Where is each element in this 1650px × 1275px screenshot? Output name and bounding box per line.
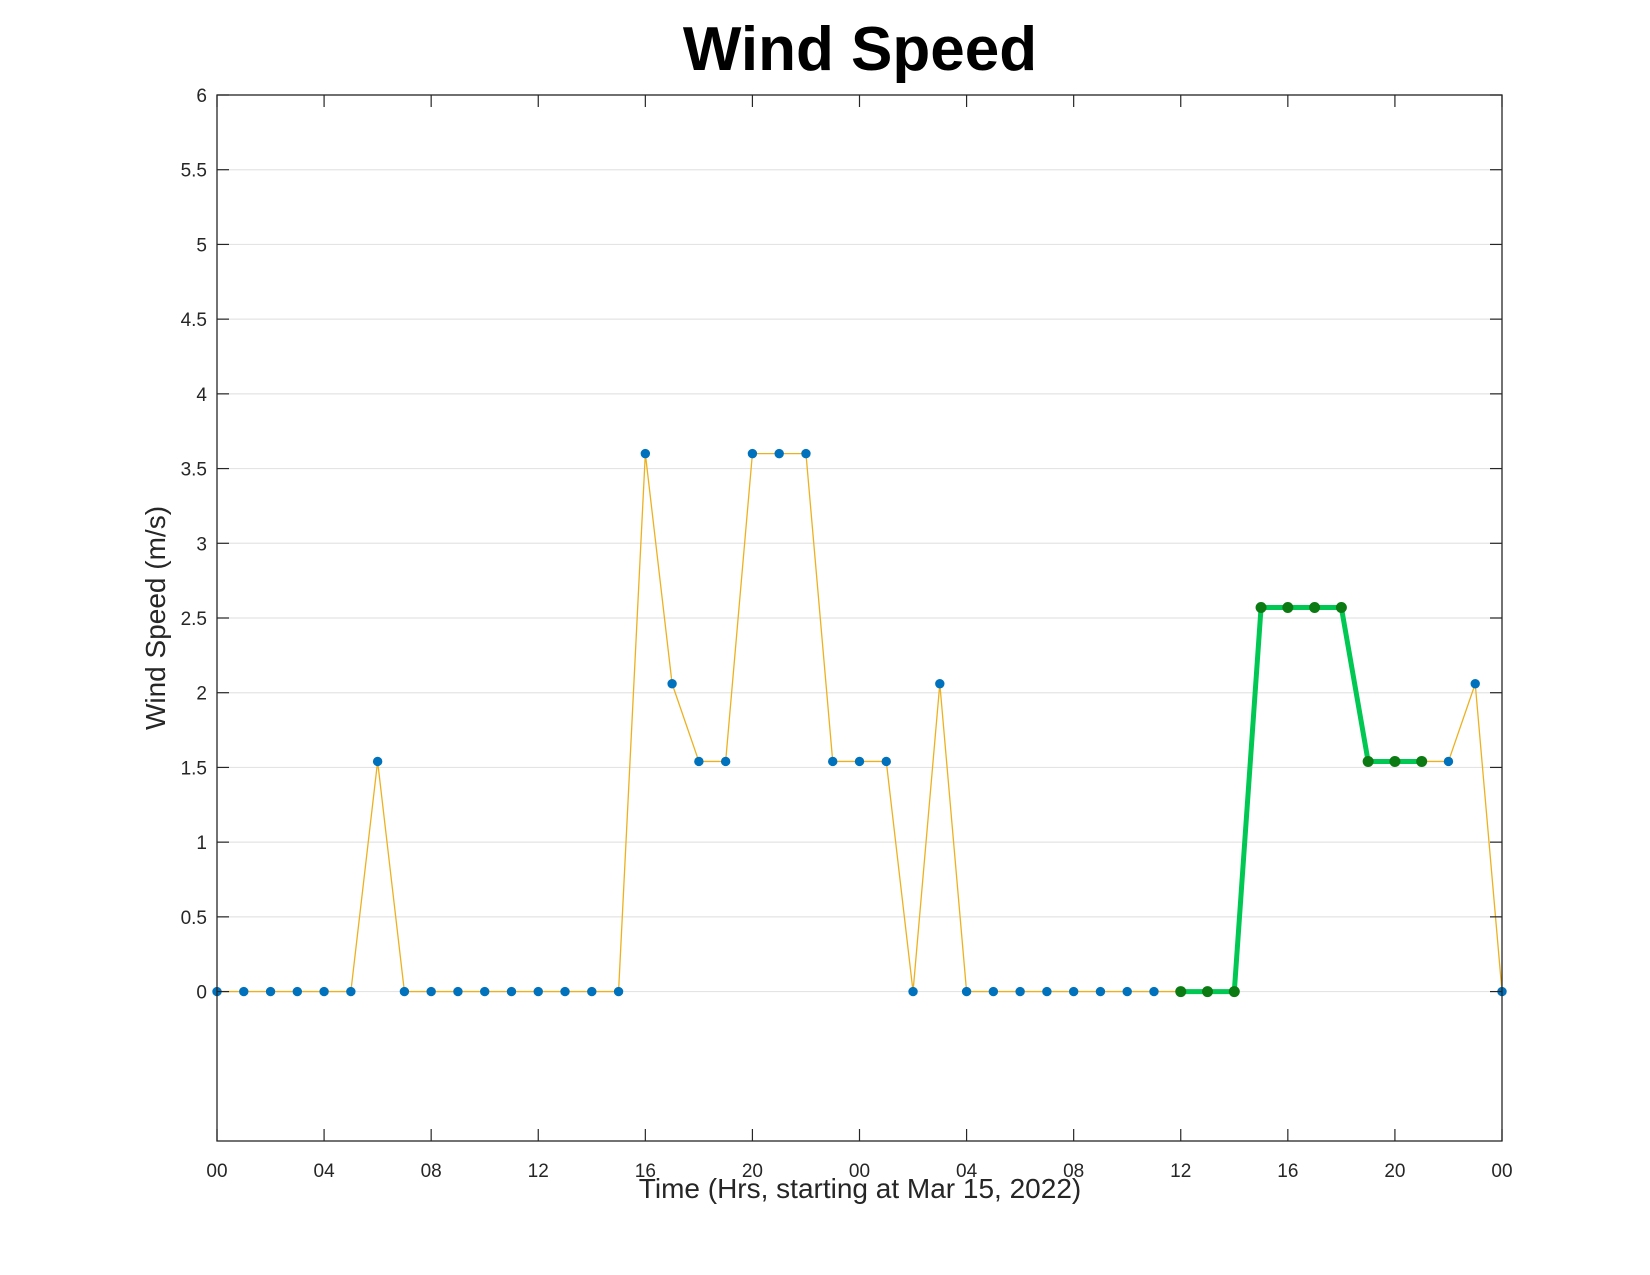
- x-tick-label: 20: [1384, 1161, 1405, 1182]
- highlight-data-point: [1202, 986, 1214, 998]
- highlight-data-point: [1416, 755, 1428, 767]
- x-tick-label: 16: [1277, 1161, 1298, 1182]
- data-point: [453, 986, 463, 997]
- highlight-data-point: [1255, 602, 1267, 614]
- highlight-series-line: [1180, 605, 1422, 995]
- y-tick-label: 2.5: [181, 609, 207, 630]
- highlight-data-point: [1175, 986, 1187, 998]
- data-point: [854, 756, 865, 767]
- highlight-data-point: [1309, 602, 1321, 614]
- y-tick-label: 0.5: [181, 908, 207, 929]
- data-point: [426, 986, 436, 997]
- data-point: [1095, 986, 1106, 997]
- y-tick-label: 2: [196, 684, 207, 705]
- data-point: [319, 986, 329, 997]
- data-point: [1149, 986, 1159, 997]
- data-point: [560, 986, 570, 997]
- y-tick-label: 3: [196, 534, 207, 555]
- chart-title: Wind Speed: [682, 15, 1038, 84]
- y-tick-label: 1: [196, 833, 207, 854]
- data-point: [265, 986, 276, 997]
- data-point: [1470, 679, 1480, 689]
- y-tick-label: 1.5: [181, 758, 207, 779]
- x-tick-label: 16: [635, 1161, 656, 1182]
- y-tick-label: 0: [196, 983, 207, 1004]
- y-tick-label: 5: [196, 235, 207, 256]
- data-point: [292, 986, 303, 997]
- tick-labels: 0 0.5 1 1.5 2 2.5 3 3.5 4 4.5 5 5.5 6 00 04 08 12 16 20 00 0…: [181, 86, 1513, 1182]
- series-layer: [212, 448, 1507, 998]
- data-point: [239, 986, 249, 997]
- x-tick-label: 00: [1491, 1161, 1512, 1182]
- data-point: [533, 986, 543, 997]
- data-point: [613, 986, 624, 997]
- data-point: [828, 756, 838, 767]
- data-point: [399, 986, 410, 997]
- data-point: [1443, 756, 1454, 767]
- data-point: [1068, 986, 1079, 997]
- data-point: [1015, 986, 1025, 997]
- data-point: [908, 986, 918, 997]
- data-point: [961, 986, 972, 997]
- x-tick-label: 08: [1063, 1161, 1084, 1182]
- highlight-data-point: [1389, 755, 1401, 767]
- y-tick-label: 4: [196, 385, 207, 406]
- x-tick-label: 00: [206, 1161, 227, 1182]
- data-point: [1122, 986, 1132, 997]
- data-point: [935, 679, 945, 689]
- highlight-data-point: [1362, 755, 1374, 767]
- highlight-data-point: [1335, 602, 1347, 614]
- x-tick-label: 00: [849, 1161, 870, 1182]
- x-tick-label: 04: [314, 1161, 336, 1182]
- x-tick-label: 04: [956, 1161, 978, 1182]
- highlight-data-point: [1282, 602, 1294, 614]
- x-axis-label: Time (Hrs, starting at Mar 15, 2022): [638, 1173, 1082, 1204]
- series-line: [217, 452, 1503, 993]
- x-tick-label: 12: [528, 1161, 549, 1182]
- data-point: [747, 448, 758, 459]
- y-tick-label: 3.5: [181, 460, 207, 481]
- data-point: [640, 448, 651, 459]
- data-point: [480, 986, 490, 997]
- x-tick-label: 08: [421, 1161, 442, 1182]
- axes-frame: [216, 94, 1503, 1142]
- x-tick-label: 12: [1170, 1161, 1191, 1182]
- data-point: [1042, 986, 1052, 997]
- data-point: [587, 986, 597, 997]
- data-point: [694, 756, 704, 767]
- data-point: [801, 448, 811, 459]
- data-point: [720, 756, 731, 767]
- data-point: [667, 679, 677, 689]
- data-point: [346, 986, 356, 997]
- y-tick-label: 6: [196, 86, 207, 107]
- data-point: [506, 986, 517, 997]
- data-point: [774, 448, 784, 459]
- y-tick-label: 4.5: [181, 310, 207, 331]
- data-point: [881, 756, 891, 767]
- highlight-data-point: [1228, 986, 1240, 998]
- grid-lines: [217, 94, 1502, 993]
- data-point: [988, 986, 999, 997]
- data-point: [372, 756, 383, 767]
- y-tick-label: 5.5: [181, 161, 207, 182]
- x-tick-label: 20: [742, 1161, 763, 1182]
